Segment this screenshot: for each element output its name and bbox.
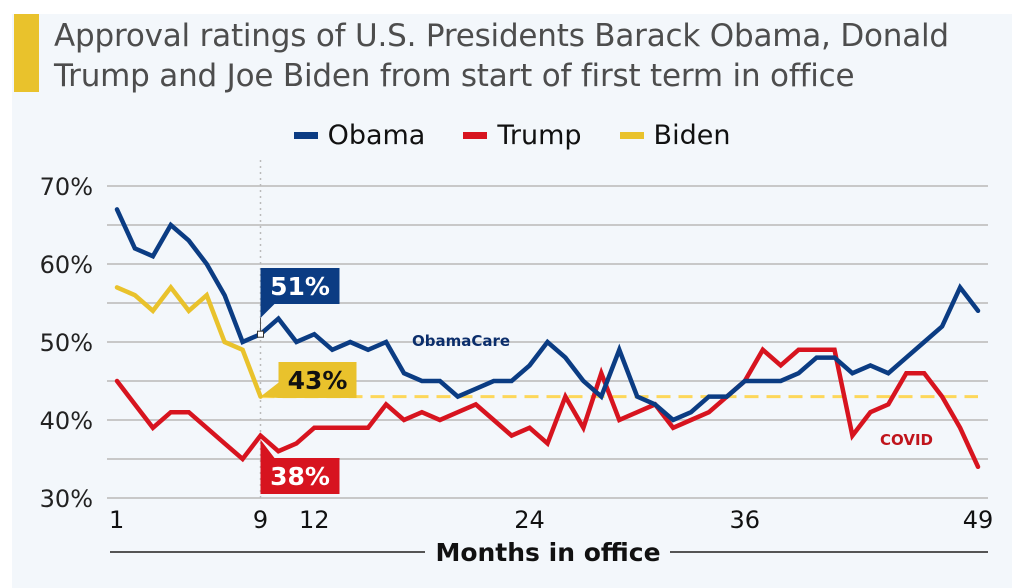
legend-swatch-obama: [293, 132, 318, 139]
series-line-obama: [114, 207, 981, 423]
y-tick-label: 50%: [40, 329, 93, 357]
callout-biden-label: 43%: [288, 366, 348, 395]
legend-swatch-biden: [619, 132, 644, 139]
callout-trump-label: 38%: [270, 462, 330, 491]
callouts: 51% 43% 38%: [257, 268, 357, 494]
callout-obama-marker: [257, 330, 264, 338]
series-lines: [114, 207, 981, 470]
series-line-biden: [114, 283, 263, 399]
x-tick-label: 36: [730, 506, 761, 534]
x-tick-label: 1: [109, 506, 124, 534]
y-tick-label: 60%: [40, 251, 93, 279]
legend-item-biden[interactable]: Biden: [582, 120, 731, 151]
legend-label-obama: Obama: [327, 120, 426, 151]
callout-biden-box: [260, 362, 357, 398]
callout-obama-label: 51%: [270, 272, 330, 301]
legend: Obama Trump Biden: [0, 120, 1024, 151]
x-axis-title: Months in office: [435, 538, 660, 567]
annotations: ObamaCare COVID: [412, 332, 933, 449]
y-tick-label: 70%: [40, 173, 93, 201]
x-tick-label: 12: [299, 506, 330, 534]
y-tick-label: 40%: [40, 407, 93, 435]
x-tick-label: 9: [253, 506, 268, 534]
legend-label-trump: Trump: [497, 120, 582, 151]
callout-obama-box: [260, 268, 340, 318]
legend-item-trump[interactable]: Trump: [425, 120, 582, 151]
reference-lines: [259, 160, 978, 498]
x-axis-ticks: 1 9 12 24 36 49: [109, 506, 993, 534]
x-tick-label: 49: [963, 506, 994, 534]
series-line-trump: [114, 346, 981, 470]
chart-title: Approval ratings of U.S. Presidents Bara…: [54, 18, 949, 94]
legend-label-biden: Biden: [653, 120, 731, 151]
annotation-obamacare: ObamaCare: [412, 332, 510, 350]
callout-trump-box: [260, 439, 340, 494]
y-axis-ticks: 30% 40% 50% 60% 70%: [40, 173, 93, 513]
title-accent-bar: [14, 14, 39, 92]
x-tick-label: 24: [514, 506, 545, 534]
x-axis-title-group: Months in office: [110, 538, 988, 567]
legend-item-obama[interactable]: Obama: [293, 120, 426, 151]
legend-swatch-trump: [463, 132, 488, 139]
annotation-covid: COVID: [880, 431, 933, 449]
y-tick-label: 30%: [40, 485, 93, 513]
